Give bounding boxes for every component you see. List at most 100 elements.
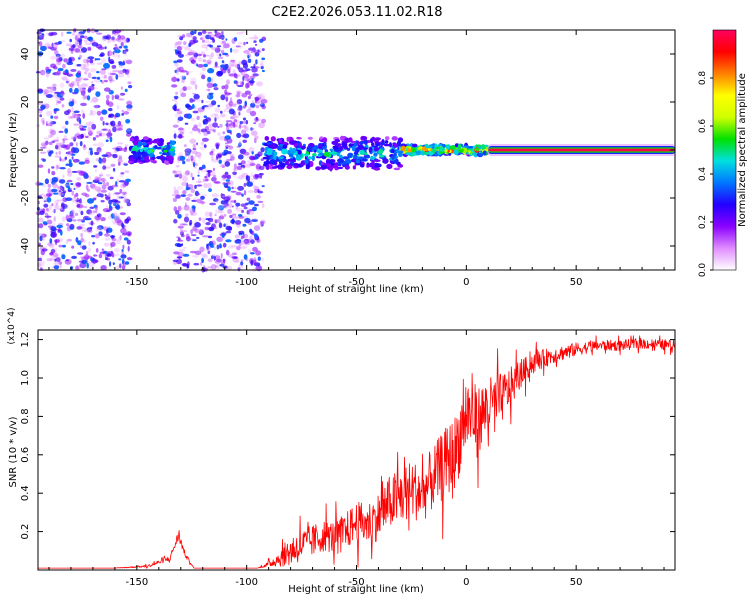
spectrogram-noise-dot xyxy=(126,128,133,135)
spectrogram-noise-dot xyxy=(116,195,121,200)
spectrogram-noise-dot xyxy=(244,124,247,130)
spectrogram-noise-dot xyxy=(222,131,226,135)
spectrogram-noise-dot xyxy=(94,169,97,172)
spectrogram-noise-dot xyxy=(204,175,208,179)
spectrogram-noise-dot xyxy=(177,251,184,257)
spectrogram-noise-dot xyxy=(197,174,200,177)
spectrogram-noise-dot xyxy=(207,172,211,178)
spectrogram-noise-dot xyxy=(72,32,75,36)
spectrogram-signal-dot xyxy=(359,141,364,145)
spectrogram-noise-dot xyxy=(123,111,130,115)
spectrogram-noise-dot xyxy=(126,216,131,221)
spectrogram-noise-dot xyxy=(125,178,131,183)
spectrogram-noise-dot xyxy=(84,193,90,198)
spectrogram-noise-dot xyxy=(117,236,120,243)
spectrogram-noise-dot xyxy=(70,81,75,87)
spectrogram-noise-dot xyxy=(65,120,69,125)
spectrogram-noise-dot xyxy=(257,94,262,97)
spectrogram-noise-dot xyxy=(51,42,54,48)
spectrogram-noise-dot xyxy=(97,182,103,185)
spectrogram-noise-dot xyxy=(66,31,72,34)
spectrogram-noise-dot xyxy=(110,235,116,238)
spectrogram-noise-dot xyxy=(122,162,128,165)
spectrogram-noise-dot xyxy=(56,199,64,202)
spectrogram-noise-dot xyxy=(207,217,214,223)
spectrogram-noise-dot xyxy=(255,250,262,256)
spectrogram-noise-dot xyxy=(42,221,47,225)
spectrogram-noise-dot xyxy=(95,204,98,211)
spectrogram-noise-dot xyxy=(43,69,46,73)
spectrogram-y-tick-label: 20 xyxy=(20,96,31,109)
spectrogram-noise-dot xyxy=(57,55,60,59)
spectrogram-noise-dot xyxy=(75,79,82,83)
spectrogram-signal-dot xyxy=(366,139,371,144)
spectrogram-noise-dot xyxy=(52,83,57,88)
spectrogram-noise-dot xyxy=(206,169,213,173)
spectrogram-noise-dot xyxy=(115,45,120,51)
spectrogram-signal-dot xyxy=(264,136,270,141)
spectrogram-x-tick-label: -50 xyxy=(348,277,364,288)
spectrogram-noise-dot xyxy=(89,183,96,189)
spectrogram-noise-dot xyxy=(76,204,81,208)
spectrogram-noise-dot xyxy=(50,255,55,259)
spectrogram-noise-dot xyxy=(176,41,183,44)
spectrogram-noise-dot xyxy=(232,252,237,256)
spectrogram-noise-dot xyxy=(95,233,100,239)
spectrogram-noise-dot xyxy=(195,180,203,183)
spectrogram-signal-dot xyxy=(267,144,274,149)
spectrogram-signal-dot xyxy=(309,161,314,167)
spectrogram-noise-dot xyxy=(229,131,233,135)
spectrogram-noise-dot xyxy=(195,162,198,167)
spectrogram-signal-dot xyxy=(374,164,381,168)
spectrogram-noise-dot xyxy=(216,153,222,159)
spectrogram-noise-dot xyxy=(246,41,249,45)
spectrogram-noise-dot xyxy=(214,47,221,53)
spectrogram-signal-dot xyxy=(368,162,375,168)
spectrogram-noise-dot xyxy=(257,151,263,157)
spectrogram-noise-dot xyxy=(76,63,82,67)
spectrogram-noise-dot xyxy=(56,70,61,76)
spectrogram-noise-dot xyxy=(44,194,48,199)
spectrogram-noise-dot xyxy=(184,148,191,155)
spectrogram-noise-dot xyxy=(249,155,256,161)
spectrogram-noise-dot xyxy=(111,36,115,41)
spectrogram-noise-dot xyxy=(111,184,119,188)
spectrogram-noise-dot xyxy=(86,209,93,215)
spectrogram-noise-dot xyxy=(106,181,109,187)
spectrogram-noise-dot xyxy=(89,206,95,209)
spectrogram-noise-dot xyxy=(175,41,182,46)
spectrogram-noise-dot xyxy=(244,126,249,132)
spectrogram-region-signal xyxy=(262,135,404,172)
spectrogram-noise-dot xyxy=(219,53,222,57)
spectrogram-noise-dot xyxy=(174,62,179,67)
spectrogram-noise-dot xyxy=(124,146,128,150)
spectrogram-noise-dot xyxy=(118,65,124,68)
spectrogram-noise-dot xyxy=(229,97,233,104)
spectrogram-noise-dot xyxy=(184,122,189,125)
spectrogram-noise-dot xyxy=(202,266,206,272)
spectrogram-noise-dot xyxy=(127,257,133,261)
spectrogram-noise-dot xyxy=(40,45,47,52)
spectrogram-noise-dot xyxy=(123,237,129,241)
spectrogram-noise-dot xyxy=(225,230,232,234)
spectrogram-signal-dot xyxy=(147,149,152,154)
spectrogram-noise-dot xyxy=(204,226,209,231)
spectrogram-noise-dot xyxy=(79,119,82,125)
spectrogram-noise-dot xyxy=(78,45,81,50)
spectrogram-noise-dot xyxy=(112,202,117,206)
spectrogram-noise-dot xyxy=(42,246,47,249)
spectrogram-signal-dot xyxy=(400,145,406,152)
spectrogram-signal-dot xyxy=(344,137,350,144)
spectrogram-signal-dot xyxy=(365,154,371,159)
spectrogram-noise-dot xyxy=(194,222,201,228)
spectrogram-noise-dot xyxy=(88,130,93,136)
spectrogram-noise-dot xyxy=(76,185,79,189)
spectrogram-noise-dot xyxy=(189,238,197,241)
spectrogram-noise-dot xyxy=(182,263,189,267)
spectrogram-noise-dot xyxy=(37,88,43,93)
spectrogram-y-tick-label: -20 xyxy=(20,190,31,206)
spectrogram-noise-dot xyxy=(101,184,107,190)
spectrogram-signal-dot xyxy=(396,140,401,147)
spectrogram-noise-dot xyxy=(201,30,207,34)
spectrogram-noise-dot xyxy=(187,266,190,269)
